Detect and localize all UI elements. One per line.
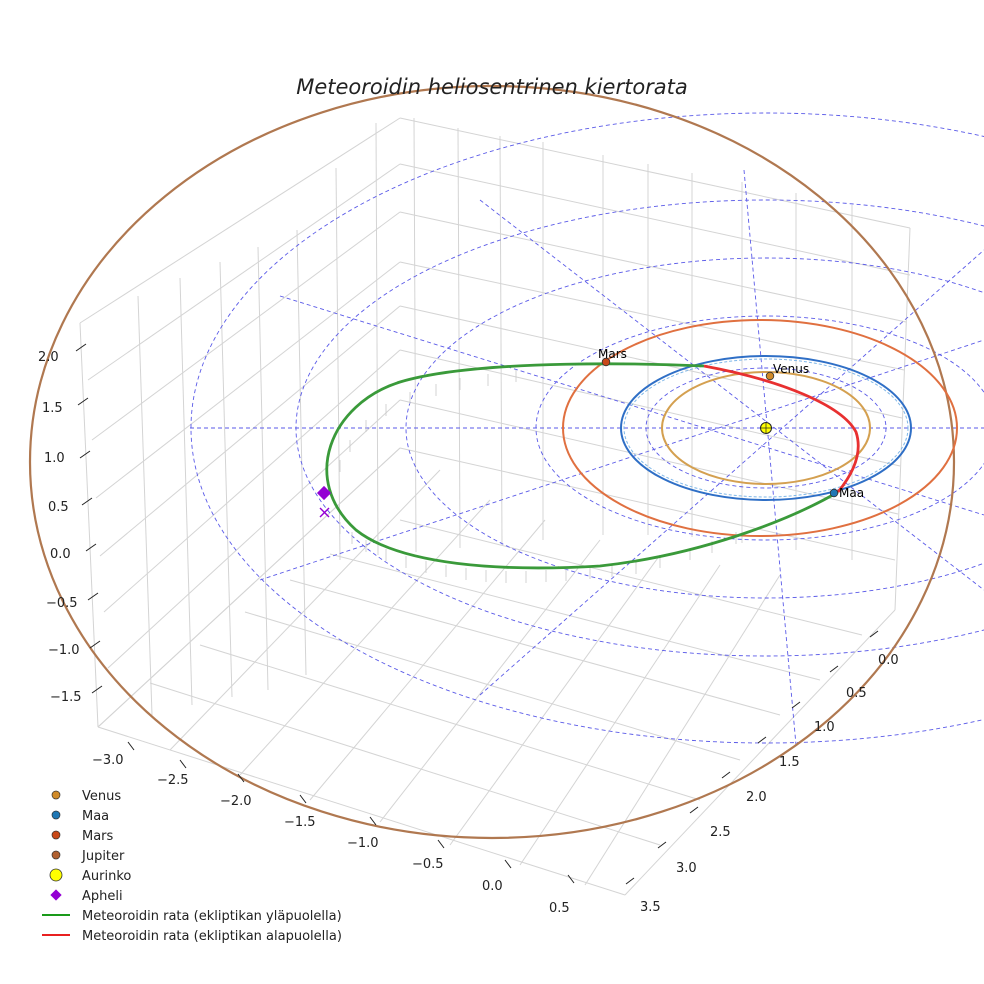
mars-marker: [601, 357, 611, 367]
z-tick-label: 2.0: [38, 350, 59, 365]
z-axis: [75, 343, 103, 694]
earth-marker: [829, 488, 839, 498]
x-tick-label: −0.5: [412, 857, 444, 872]
earth-orbit-highlight: [623, 358, 909, 498]
venus-label: Venus: [773, 362, 809, 376]
x-tick-label: −2.5: [157, 773, 189, 788]
sun-rays: [760, 422, 772, 434]
z-tick-label: 0.0: [50, 547, 71, 562]
pane-grid: [79, 117, 911, 896]
y-tick-label: 2.0: [746, 790, 767, 805]
meteoroid-orbit-above: [325, 362, 839, 570]
drop-lines: [339, 370, 737, 583]
x-tick-label: −3.0: [92, 753, 124, 768]
legend-label: Meteoroidin rata (ekliptikan yläpuolella…: [82, 909, 342, 924]
chart-title: Meteoroidin heliosentrinen kiertorata: [296, 75, 688, 99]
x-tick-label: 0.0: [482, 879, 503, 894]
legend-venus-marker: [51, 790, 61, 800]
earth-label: Maa: [839, 486, 864, 500]
aphelion-marker: [316, 485, 332, 501]
legend-earth-marker: [51, 810, 61, 820]
x-tick-label: −1.0: [347, 836, 379, 851]
jupiter-orbit: [28, 84, 956, 840]
z-tick-label: 1.5: [42, 401, 63, 416]
venus-marker: [765, 371, 775, 381]
meteoroid-orbit-below: [703, 364, 860, 493]
y-tick-label: 1.5: [779, 755, 800, 770]
legend-label: Maa: [82, 809, 109, 824]
legend-label: Aurinko: [82, 869, 131, 884]
legend-label: Mars: [82, 829, 114, 844]
z-tick-label: 1.0: [44, 451, 65, 466]
y-tick-label: 0.0: [878, 653, 899, 668]
legend-label: Apheli: [82, 889, 123, 904]
y-tick-label: 3.0: [676, 861, 697, 876]
y-tick-label: 0.5: [846, 686, 867, 701]
z-tick-label: −1.0: [48, 643, 80, 658]
earth-orbit: [620, 355, 912, 501]
mars-orbit: [562, 319, 958, 537]
legend-label: Venus: [82, 789, 121, 804]
x-tick-label: 0.5: [549, 901, 570, 916]
legend-mars-marker: [51, 830, 61, 840]
z-tick-label: −0.5: [46, 596, 78, 611]
x-axis: [127, 741, 575, 884]
legend: Venus Maa Mars Jupiter Aurinko Apheli Me…: [42, 789, 342, 944]
z-tick-label: −1.5: [50, 690, 82, 705]
legend-jupiter-marker: [51, 850, 61, 860]
mars-label: Mars: [598, 347, 627, 361]
y-tick-label: 3.5: [640, 900, 661, 915]
x-tick-label: −1.5: [284, 815, 316, 830]
venus-orbit: [661, 371, 871, 485]
legend-aphelion-marker: [50, 889, 62, 901]
legend-label: Meteoroidin rata (ekliptikan alapuolella…: [82, 929, 342, 944]
y-axis: [625, 630, 879, 885]
x-tick-label: −2.0: [220, 794, 252, 809]
z-tick-label: 0.5: [48, 500, 69, 515]
aphelion-projection-marker: [319, 507, 330, 518]
legend-sun-marker: [49, 868, 63, 882]
legend-label: Jupiter: [81, 849, 125, 864]
y-tick-label: 2.5: [710, 825, 731, 840]
ecliptic-grid: [190, 112, 984, 746]
y-tick-label: 1.0: [814, 720, 835, 735]
